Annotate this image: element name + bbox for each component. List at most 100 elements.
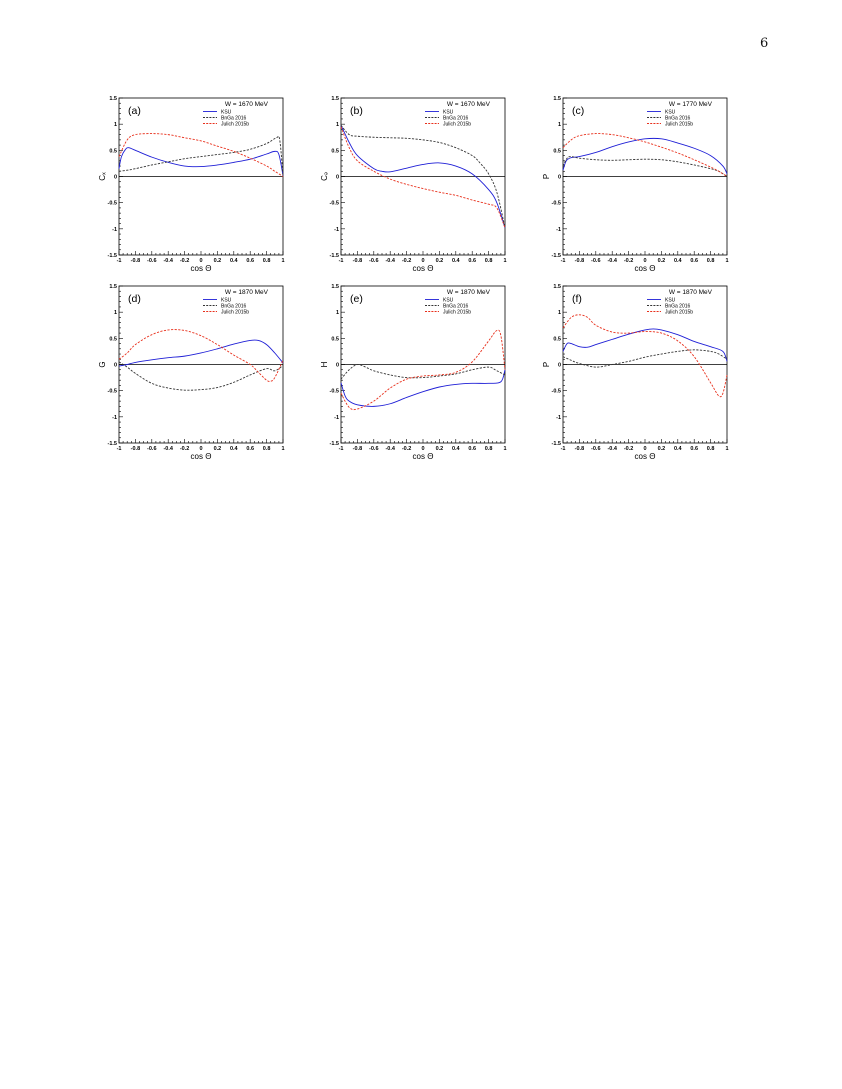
x-tick-label: 1 [503,446,506,452]
y-tick-label: 0.5 [331,148,339,154]
x-tick-label: 0.6 [690,258,698,264]
legend-entry: Julich 2015b [443,121,471,127]
x-tick-label: 0 [421,446,424,452]
series-line-ksu [562,328,728,362]
y-tick-label: 1 [336,122,339,128]
x-tick-label: 0.4 [452,258,461,264]
panel-label: (c) [572,105,584,117]
y-axis-label: H [320,361,329,367]
y-tick-label: -0.5 [330,201,339,207]
series-line-bnga-2016 [340,124,506,228]
x-tick-label: 0.8 [707,446,715,452]
x-tick-label: -0.4 [607,446,617,452]
legend-entry: KSU [221,297,232,303]
legend-entry: BnGa 2016 [443,115,469,121]
x-axis-label: cos Θ [635,264,656,273]
x-tick-label: 0 [643,446,646,452]
y-tick-label: 1 [558,310,561,316]
y-tick-label: -1 [112,415,117,421]
legend-entry: KSU [443,109,454,115]
y-tick-label: 1.5 [553,284,561,290]
y-tick-label: -0.5 [552,389,561,395]
x-tick-label: 0.2 [214,446,222,452]
legend-entry: BnGa 2016 [665,303,691,309]
y-tick-label: -1.5 [330,441,339,447]
x-tick-label: -0.2 [402,258,411,264]
x-tick-label: -0.6 [369,258,378,264]
x-tick-label: -1 [339,446,344,452]
series-line-julich-2015b [118,329,284,382]
y-tick-label: -1 [112,227,117,233]
x-tick-label: -0.8 [575,258,584,264]
y-axis-label: P [542,174,551,179]
x-tick-label: -1 [117,446,122,452]
legend-entry: KSU [665,297,676,303]
series-line-julich-2015b [340,126,506,228]
legend-entry: Julich 2015b [665,309,693,315]
x-tick-label: 0.6 [246,446,254,452]
x-tick-label: 0.6 [246,258,254,264]
x-tick-label: -1 [117,258,122,264]
x-axis-label: cos Θ [635,452,656,461]
x-tick-label: -0.8 [131,446,140,452]
series-line-bnga-2016 [118,135,284,176]
x-tick-label: -0.8 [131,258,140,264]
x-tick-label: -0.6 [147,446,156,452]
x-axis-label: cos Θ [191,264,212,273]
series-line-bnga-2016 [340,363,506,380]
series-line-ksu [340,369,506,407]
x-tick-label: 0.4 [452,446,461,452]
y-tick-label: -1.5 [108,441,117,447]
legend-entry: Julich 2015b [221,121,249,127]
y-tick-label: 0.5 [553,148,561,154]
y-axis-label: P [542,362,551,367]
series-line-julich-2015b [562,133,728,177]
y-tick-label: 0 [558,175,561,181]
y-tick-label: 1.5 [331,284,339,290]
y-tick-label: -1 [334,227,339,233]
x-tick-label: 0.6 [690,446,698,452]
series-line-bnga-2016 [118,361,284,391]
x-axis-label: cos Θ [191,452,212,461]
legend-entry: BnGa 2016 [221,115,247,121]
y-tick-label: -1.5 [552,441,561,447]
x-tick-label: 0.2 [658,258,666,264]
y-tick-label: 1 [336,310,339,316]
x-tick-label: -0.6 [591,446,600,452]
chart-title: W = 1770 MeV [669,101,713,108]
x-tick-label: -0.6 [591,258,600,264]
legend-entry: KSU [665,109,676,115]
x-tick-label: -0.4 [163,258,173,264]
y-tick-label: -0.5 [552,201,561,207]
series-line-ksu [118,339,284,367]
page-number: 6 [760,36,769,51]
y-axis-label: G [98,361,107,367]
figure-grid: -1 -0.8 -0.6 -0.4 -0.2 0 0.2 0.4 0.6 0.8 1 1.5 1 0.5 0… [98,96,729,461]
chart-panel-f: -1 -0.8 -0.6 -0.4 -0.2 0 0.2 0.4 0.6 0.8 1 1.5 1 0.5 0… [542,284,729,461]
y-tick-label: -1.5 [552,253,561,259]
x-tick-label: -0.4 [385,446,395,452]
x-tick-label: 1 [281,446,284,452]
y-tick-label: -0.5 [330,389,339,395]
legend-entry: KSU [221,109,232,115]
x-tick-label: -1 [561,446,566,452]
chart-title: W = 1670 MeV [447,101,491,108]
chart-panel-b: -1 -0.8 -0.6 -0.4 -0.2 0 0.2 0.4 0.6 0.8 1 1.5 1 0.5 0… [320,96,507,273]
x-tick-label: -0.2 [402,446,411,452]
x-tick-label: 0 [199,258,202,264]
y-tick-label: 1.5 [109,284,117,290]
x-tick-label: 0.8 [263,446,271,452]
x-tick-label: -0.6 [147,258,156,264]
x-tick-label: -0.8 [353,258,362,264]
chart-title: W = 1870 MeV [447,289,491,296]
x-tick-label: 0.2 [436,446,444,452]
x-tick-label: 1 [281,258,284,264]
y-tick-label: -1 [334,415,339,421]
x-tick-label: 0.4 [230,446,239,452]
chart-title: W = 1870 MeV [225,289,269,296]
x-tick-label: 0.8 [485,446,493,452]
x-tick-label: 1 [725,258,728,264]
x-tick-label: 0.4 [674,446,683,452]
chart-panel-e: -1 -0.8 -0.6 -0.4 -0.2 0 0.2 0.4 0.6 0.8 1 1.5 1 0.5 0… [320,284,507,461]
y-tick-label: -1.5 [108,253,117,259]
